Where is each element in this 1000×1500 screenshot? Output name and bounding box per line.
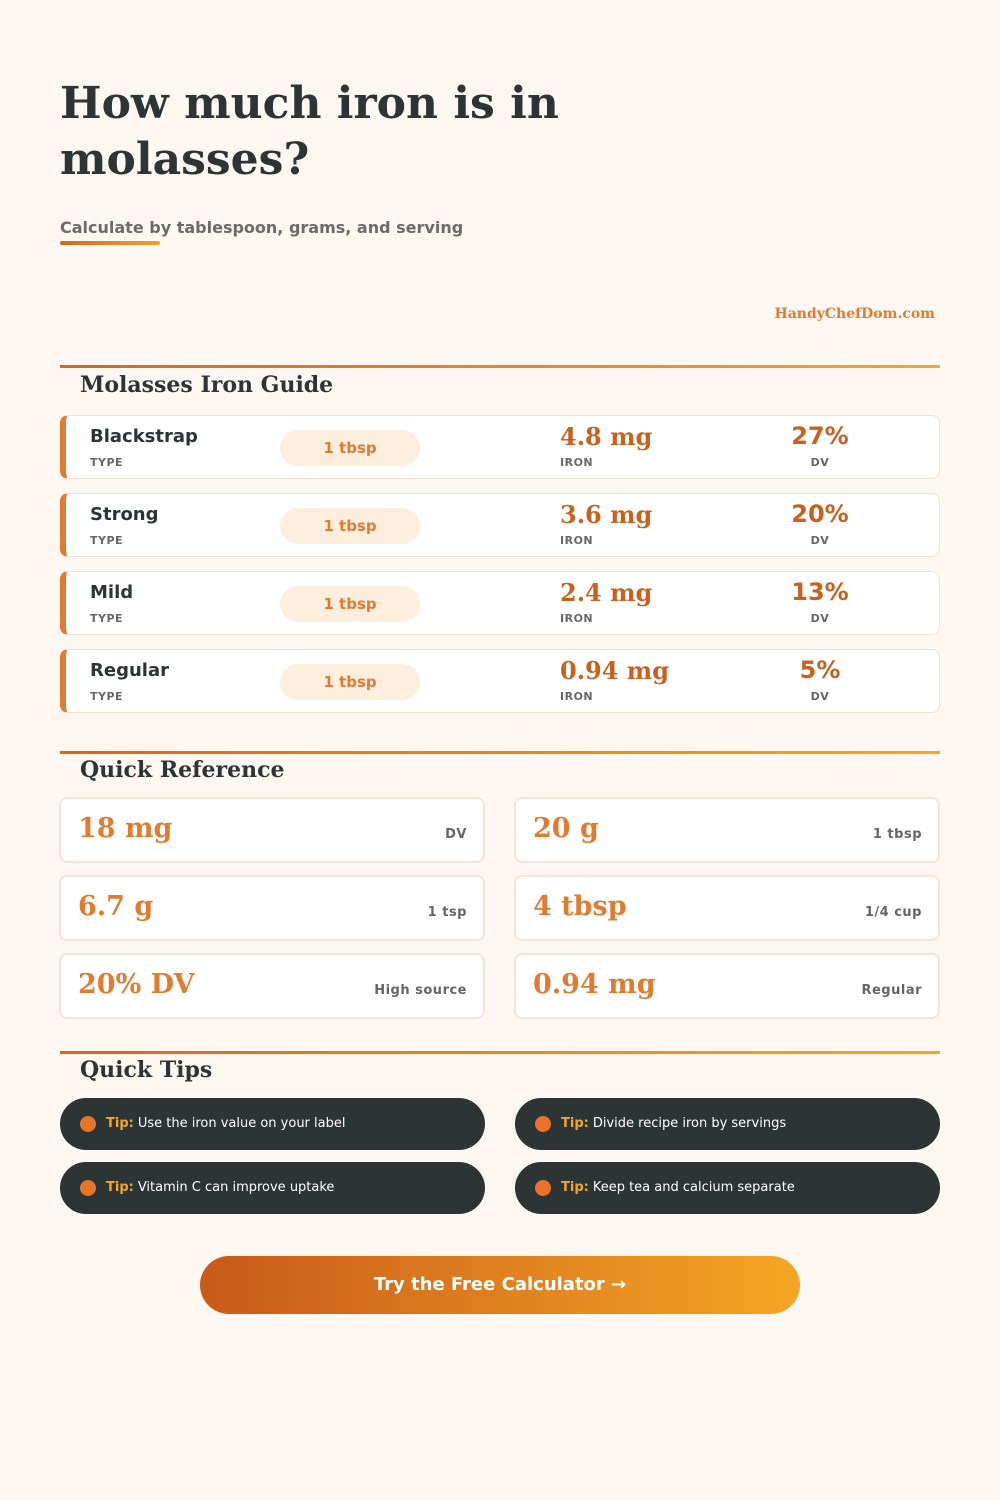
reference-value: 6.7 g (78, 891, 154, 922)
serving-pill: 1 tbsp (280, 586, 420, 622)
reference-card: 4 tbsp 1/4 cup (514, 875, 940, 941)
reference-label: DV (445, 827, 467, 842)
molasses-type: Strong (90, 504, 159, 525)
tip: Tip: Use the iron value on your label (60, 1098, 485, 1150)
iron-label: IRON (560, 534, 594, 547)
tip-prefix: Tip: (106, 1116, 134, 1131)
iron-label: IRON (560, 690, 594, 703)
reference-label: 1 tbsp (872, 827, 922, 842)
guide-row: Regular TYPE 1 tbsp 0.94 mg IRON 5% DV (60, 649, 940, 713)
tip-text: Vitamin C can improve uptake (137, 1180, 335, 1195)
iron-amount: 2.4 mg (560, 578, 653, 607)
iron-amount: 0.94 mg (560, 656, 669, 685)
reference-label: Regular (861, 983, 922, 998)
dv-percent: 13% (791, 578, 849, 606)
section-rule (60, 1051, 940, 1054)
tip-prefix: Tip: (106, 1180, 134, 1195)
reference-card: 20% DV High source (59, 953, 485, 1019)
reference-value: 0.94 mg (533, 969, 656, 1000)
subtitle: Calculate by tablespoon, grams, and serv… (60, 218, 464, 237)
reference-label: High source (374, 983, 467, 998)
tip-dot (80, 1116, 96, 1132)
dv-percent: 27% (791, 422, 849, 450)
title: How much iron is in molasses? (60, 78, 559, 185)
tip-text: Keep tea and calcium separate (592, 1180, 795, 1195)
dv-percent: 5% (799, 656, 841, 684)
tip-text: Use the iron value on your label (137, 1116, 346, 1131)
section-title: Quick Reference (80, 757, 285, 783)
tip-prefix: Tip: (561, 1116, 589, 1131)
tip: Tip: Vitamin C can improve uptake (60, 1162, 485, 1214)
section-rule (60, 365, 940, 368)
section-rule (60, 751, 940, 754)
type-label: TYPE (90, 612, 124, 625)
reference-card: 18 mg DV (59, 797, 485, 863)
guide-row: Strong TYPE 1 tbsp 3.6 mg IRON 20% DV (60, 493, 940, 557)
accent-bar (60, 241, 160, 245)
guide-row: Mild TYPE 1 tbsp 2.4 mg IRON 13% DV (60, 571, 940, 635)
reference-card: 0.94 mg Regular (514, 953, 940, 1019)
section-title: Quick Tips (80, 1057, 213, 1083)
type-label: TYPE (90, 690, 124, 703)
tip: Tip: Keep tea and calcium separate (515, 1162, 940, 1214)
reference-value: 20% DV (78, 969, 195, 1000)
reference-card: 20 g 1 tbsp (514, 797, 940, 863)
molasses-type: Blackstrap (90, 426, 198, 447)
brand: HandyChefDom.com (774, 306, 936, 322)
dv-percent: 20% (791, 500, 849, 528)
iron-amount: 3.6 mg (560, 500, 653, 529)
dv-label: DV (810, 534, 830, 547)
dv-label: DV (810, 612, 830, 625)
dv-label: DV (810, 690, 830, 703)
reference-label: 1 tsp (427, 905, 467, 920)
guide-row: Blackstrap TYPE 1 tbsp 4.8 mg IRON 27% DV (60, 415, 940, 479)
molasses-type: Regular (90, 660, 169, 681)
serving-pill: 1 tbsp (280, 430, 420, 466)
section-title: Molasses Iron Guide (80, 372, 334, 398)
tip-text: Divide recipe iron by servings (592, 1116, 787, 1131)
tip: Tip: Divide recipe iron by servings (515, 1098, 940, 1150)
tip-prefix: Tip: (561, 1180, 589, 1195)
iron-label: IRON (560, 612, 594, 625)
type-label: TYPE (90, 534, 124, 547)
reference-value: 18 mg (78, 813, 173, 844)
iron-amount: 4.8 mg (560, 422, 653, 451)
serving-pill: 1 tbsp (280, 664, 420, 700)
reference-value: 20 g (533, 813, 599, 844)
tip-dot (535, 1180, 551, 1196)
type-label: TYPE (90, 456, 124, 469)
tip-dot (80, 1180, 96, 1196)
molasses-type: Mild (90, 582, 134, 603)
serving-pill: 1 tbsp (280, 508, 420, 544)
cta-button[interactable]: Try the Free Calculator → (200, 1256, 800, 1314)
iron-label: IRON (560, 456, 594, 469)
dv-label: DV (810, 456, 830, 469)
reference-label: 1/4 cup (864, 905, 922, 920)
tip-dot (535, 1116, 551, 1132)
reference-value: 4 tbsp (533, 891, 627, 922)
reference-card: 6.7 g 1 tsp (59, 875, 485, 941)
